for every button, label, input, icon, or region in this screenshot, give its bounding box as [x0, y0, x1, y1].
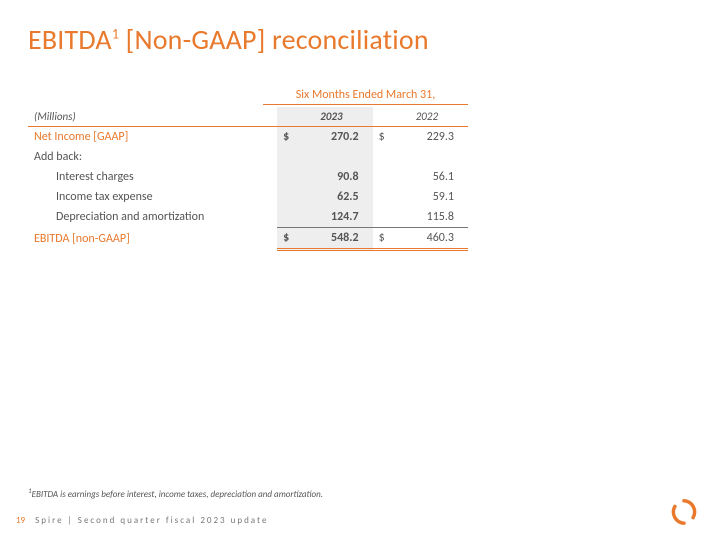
ebitda-2022: 460.3	[394, 228, 468, 250]
reconciliation-table: Six Months Ended March 31, (Millions) 20…	[28, 88, 468, 251]
interest-label: Interest charges	[28, 167, 277, 187]
title-rest: [Non-GAAP] reconciliation	[119, 22, 429, 57]
interest-2023: 90.8	[298, 167, 372, 187]
ebitda-label: EBITDA [non-GAAP]	[28, 228, 277, 250]
title-main: EBITDA	[28, 22, 112, 57]
net-income-label: Net Income [GAAP]	[28, 127, 277, 148]
da-2023: 124.7	[298, 207, 372, 228]
spire-logo-icon	[670, 498, 698, 526]
tax-2023: 62.5	[298, 187, 372, 207]
net-income-2022: 229.3	[394, 127, 468, 148]
currency-symbol: $	[277, 127, 298, 148]
da-2022: 115.8	[394, 207, 468, 228]
add-back-label: Add back:	[28, 147, 277, 167]
ebitda-2023: 548.2	[298, 228, 372, 250]
footnote: 1EBITDA is earnings before interest, inc…	[28, 486, 323, 500]
interest-2022: 56.1	[394, 167, 468, 187]
row-ebitda: EBITDA [non-GAAP] $ 548.2 $ 460.3	[28, 228, 468, 250]
footer: 19 Spire | Second quarter fiscal 2023 up…	[16, 515, 268, 526]
row-add-back: Add back:	[28, 147, 468, 167]
da-label: Depreciation and amortization	[28, 207, 277, 228]
row-da: Depreciation and amortization 124.7 115.…	[28, 207, 468, 228]
year-prior: 2022	[394, 107, 468, 127]
currency-symbol: $	[373, 228, 394, 250]
tax-2022: 59.1	[394, 187, 468, 207]
row-tax: Income tax expense 62.5 59.1	[28, 187, 468, 207]
header-row: (Millions) 2023 2022	[28, 107, 468, 127]
footnote-text: EBITDA is earnings before interest, inco…	[32, 489, 324, 500]
period-caption: Six Months Ended March 31,	[263, 88, 468, 105]
year-current: 2023	[298, 107, 372, 127]
footer-text: Spire | Second quarter fiscal 2023 updat…	[35, 515, 268, 526]
currency-symbol: $	[373, 127, 394, 148]
page-number: 19	[16, 515, 25, 526]
page-title: EBITDA1 [Non-GAAP] reconciliation	[28, 22, 429, 57]
row-net-income: Net Income [GAAP] $ 270.2 $ 229.3	[28, 127, 468, 148]
row-interest: Interest charges 90.8 56.1	[28, 167, 468, 187]
units-label: (Millions)	[28, 107, 277, 127]
currency-symbol: $	[277, 228, 298, 250]
net-income-2023: 270.2	[298, 127, 372, 148]
tax-label: Income tax expense	[28, 187, 277, 207]
